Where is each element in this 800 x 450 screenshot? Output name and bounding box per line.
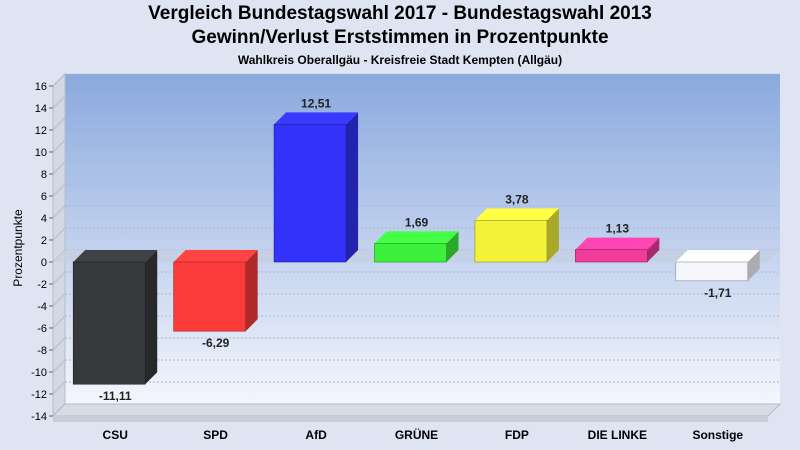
y-tick-label: 4 bbox=[41, 213, 47, 225]
bar-side bbox=[647, 237, 660, 262]
plot-floor bbox=[51, 403, 782, 417]
chart-title: Vergleich Bundestagswahl 2017 - Bundesta… bbox=[148, 3, 652, 24]
grid-line-side bbox=[52, 205, 66, 219]
grid-line-side bbox=[52, 161, 66, 175]
plot-side-wall bbox=[52, 72, 66, 418]
bar-side bbox=[747, 250, 760, 281]
bar-value-label: 1,69 bbox=[405, 215, 429, 229]
bar-side bbox=[245, 250, 258, 332]
y-tick-label: 6 bbox=[41, 191, 47, 203]
y-tick-label: 2 bbox=[41, 235, 47, 247]
bar-top bbox=[575, 237, 660, 250]
chart-subtitle-region: Wahlkreis Oberallgäu - Kreisfreie Stadt … bbox=[237, 53, 563, 67]
bar-side bbox=[145, 250, 158, 385]
bar-top bbox=[73, 250, 158, 262]
bar bbox=[575, 249, 648, 263]
grid-line-side bbox=[52, 293, 66, 307]
y-tick-label: 14 bbox=[35, 103, 47, 115]
bar-top bbox=[274, 112, 359, 125]
y-axis-label: Prozentpunkte bbox=[11, 209, 25, 287]
x-tick-label: SPD bbox=[203, 428, 228, 442]
x-tick-label: Sonstige bbox=[692, 428, 743, 442]
y-tick-label: 0 bbox=[41, 257, 47, 269]
grid-line-side bbox=[52, 117, 66, 131]
bar bbox=[374, 243, 447, 263]
bar-top bbox=[474, 208, 559, 221]
grid-line-side bbox=[52, 271, 66, 285]
x-tick-label: DIE LINKE bbox=[588, 428, 647, 442]
y-tick-label: -4 bbox=[37, 301, 47, 313]
bar-side bbox=[446, 231, 459, 262]
grid-line-side bbox=[52, 183, 66, 197]
grid-line-side bbox=[52, 337, 66, 351]
x-tick-label: CSU bbox=[103, 428, 128, 442]
y-tick-label: -14 bbox=[31, 411, 47, 423]
bar bbox=[173, 261, 246, 332]
y-tick-label: -10 bbox=[31, 367, 47, 379]
grid-line-side bbox=[52, 315, 66, 329]
y-tick-label: 16 bbox=[35, 81, 47, 93]
y-tick-label: 8 bbox=[41, 169, 47, 181]
bar-value-label: 3,78 bbox=[505, 192, 529, 206]
bar-side bbox=[546, 208, 559, 262]
y-tick-label: -12 bbox=[31, 389, 47, 401]
y-tick-label: -2 bbox=[37, 279, 47, 291]
bar-side bbox=[346, 112, 359, 262]
bar bbox=[72, 261, 146, 385]
bar-value-label: -6,29 bbox=[202, 336, 230, 350]
bar-value-label: 1,13 bbox=[606, 222, 630, 236]
y-tick-label: -8 bbox=[37, 345, 47, 357]
x-tick-label: GRÜNE bbox=[395, 427, 438, 442]
bar-top bbox=[374, 231, 459, 244]
chart-subtitle: Gewinn/Verlust Erststimmen in Prozentpun… bbox=[191, 27, 609, 48]
bar-value-label: -1,71 bbox=[704, 286, 732, 300]
bar bbox=[474, 220, 548, 263]
grid-line-side bbox=[52, 381, 66, 395]
grid-line-side bbox=[52, 139, 66, 153]
bar bbox=[675, 261, 749, 282]
y-tick-label: -6 bbox=[37, 323, 47, 335]
grid-line-side bbox=[52, 403, 66, 417]
bar bbox=[273, 124, 347, 263]
x-tick-label: FDP bbox=[505, 428, 529, 442]
y-tick-label: 12 bbox=[35, 125, 47, 137]
bar-top bbox=[675, 250, 760, 262]
grid-line-side bbox=[52, 359, 66, 373]
grid-line-side bbox=[52, 227, 66, 241]
plot-floor-edge bbox=[53, 416, 768, 422]
grid-line-side bbox=[52, 73, 66, 87]
x-tick-label: AfD bbox=[305, 428, 327, 442]
y-tick-label: 10 bbox=[35, 147, 47, 159]
grid-line-side bbox=[52, 95, 66, 109]
bar-top bbox=[173, 250, 258, 262]
bar-value-label: -11,11 bbox=[99, 389, 132, 403]
bar-value-label: 12,51 bbox=[301, 96, 331, 110]
